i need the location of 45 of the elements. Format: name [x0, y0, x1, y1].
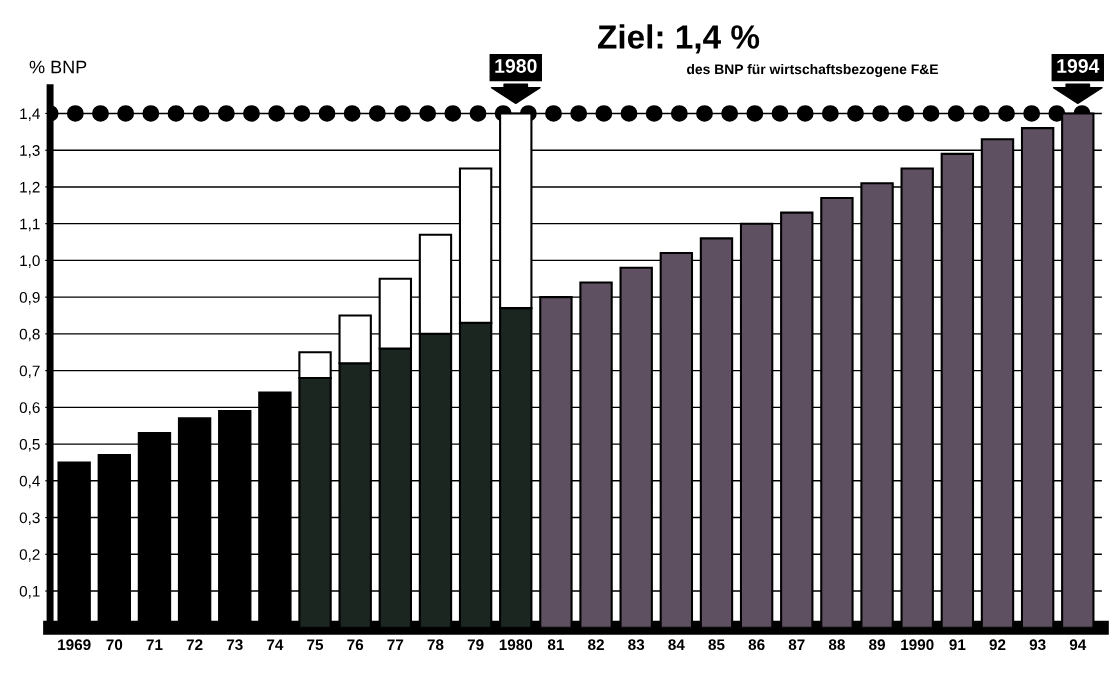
x-tick-label: 78 — [427, 639, 444, 651]
y-tick-label: 0,1 — [19, 585, 40, 599]
x-tick-label: 75 — [307, 639, 324, 651]
y-tick-label: 0,9 — [19, 292, 40, 305]
y-tick-label: 0,3 — [19, 512, 40, 526]
y-tick-label: 0,7 — [19, 365, 40, 379]
y-tick-label: 1,1 — [20, 218, 40, 232]
y-tick-label: 1,4 — [20, 108, 40, 121]
x-tick-label: 87 — [788, 639, 805, 651]
y-tick-label: 0,8 — [19, 328, 40, 342]
x-tick-label: 72 — [186, 639, 203, 650]
y-tick-label: 1,0 — [20, 255, 40, 268]
text: des BNP für wirtschaftsbezogene F&E — [686, 63, 938, 77]
ref-line-label: Ziel: 1,4 % — [598, 24, 760, 54]
x-tick-label: 81 — [547, 639, 564, 651]
x-tick-label: 88 — [828, 639, 845, 651]
x-tick-label: 82 — [588, 639, 604, 651]
x-tick-label: 77 — [387, 639, 404, 650]
x-tick-label: 84 — [668, 639, 685, 651]
x-tick-label: 92 — [989, 639, 1006, 651]
x-tick-label: 91 — [949, 639, 966, 651]
y-tick-label: 0,4 — [19, 475, 40, 489]
x-tick-label: 70 — [106, 639, 123, 651]
x-tick-label: 83 — [628, 639, 645, 651]
x-tick-label: 85 — [708, 639, 725, 651]
x-tick-label: 74 — [267, 639, 284, 650]
y-axis-title: % BNP — [29, 60, 87, 74]
x-tick-label: 73 — [226, 639, 243, 651]
y-tick-label: 0,2 — [19, 549, 40, 562]
y-tick-label: 0,6 — [19, 402, 40, 415]
x-tick-label: 94 — [1069, 639, 1087, 651]
x-tick-label: 86 — [748, 639, 765, 651]
y-tick-label: 1,3 — [20, 145, 40, 158]
x-tick-label: 79 — [467, 639, 484, 651]
x-tick-label: 1980 — [499, 639, 533, 651]
x-tick-label: 71 — [146, 639, 163, 650]
annotation: 1994 — [1057, 59, 1100, 73]
x-tick-label: 1969 — [58, 639, 91, 651]
x-tick-label: 93 — [1029, 639, 1046, 651]
x-tick-label: 76 — [347, 639, 364, 651]
x-tick-label: 1990 — [901, 639, 934, 651]
y-tick-label: 0,5 — [19, 438, 40, 452]
annotation: 1980 — [495, 59, 537, 73]
y-tick-label: 1,2 — [20, 181, 40, 195]
x-tick-label: 89 — [869, 639, 885, 651]
